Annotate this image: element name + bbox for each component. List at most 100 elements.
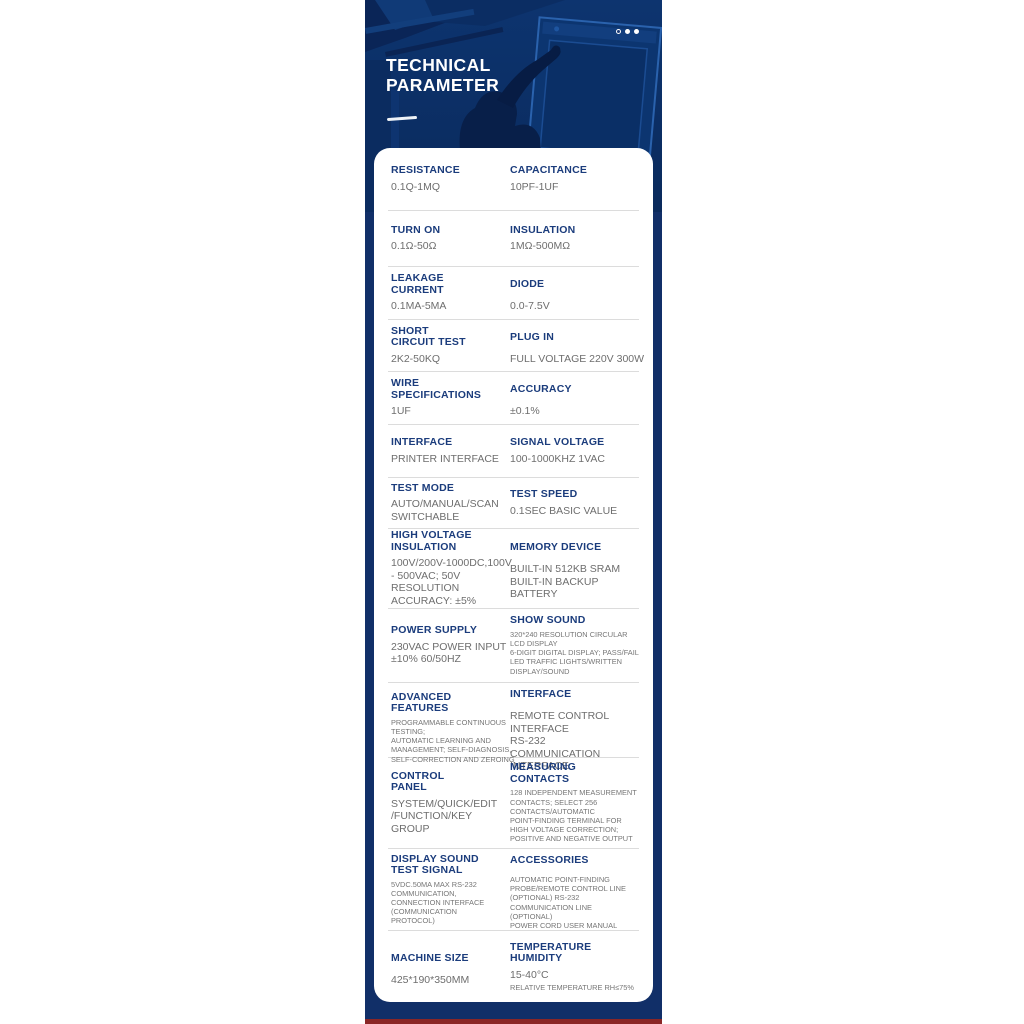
spec-value-line: CONTACTS; SELECT 256 [510,797,598,807]
spec-label-line: CONTACTS [510,772,570,785]
spec-value-line: COMMUNICATION, [391,888,457,898]
spec-value-line: ±10% 60/50HZ [391,653,461,666]
spec-label-line: LEAKAGE [391,272,444,285]
spec-label-line: SIGNAL VOLTAGE [510,436,605,448]
spec-value: PRINTER INTERFACE [391,453,510,466]
spec-label: SHORT CIRCUIT TEST [391,324,510,349]
spec-value-line: 425*190*350MM [391,974,470,987]
spec-cell-left: HIGH VOLTAGE INSULATION 100V/200V-1000DC,1… [391,529,512,607]
spec-label-line: SHORT [391,324,429,337]
spec-cell-left: CONTROL PANEL SYSTEM/QUICK/EDIT/FUNCTION/K… [391,769,510,836]
spec-value-line: AUTO/MANUAL/SCAN [391,498,499,511]
decorative-dots [616,29,639,34]
spec-value-line: 0.1SEC BASIC VALUE [510,504,618,517]
spec-value: 320*240 RESOLUTION CIRCULAR LCD DISPLAY 6-… [510,630,639,676]
spec-label-line: ACCURACY [510,383,572,395]
spec-value-line: AUTOMATIC LEARNING AND [391,736,491,746]
spec-label-line: INSULATION [391,540,457,553]
dot-icon [625,29,630,34]
spec-value-line: - 500VAC; 50V [391,569,461,582]
spec-label-line: SPECIFICATIONS [391,388,482,401]
spec-cell-right: DIODE 0.0-7.5V [510,273,639,313]
spec-label: ADVANCED FEATURES [391,691,510,715]
spec-value: 0.1Ω-50Ω [391,240,510,253]
spec-cell-left: INTERFACE PRINTER INTERFACE [391,436,510,466]
spec-cell-left: LEAKAGE CURRENT 0.1MA-5MA [391,273,510,313]
spec-value-line: (OPTIONAL) RS-232 [510,893,580,903]
spec-value-line: 15-40°C [510,968,549,981]
spec-value-line: 5VDC.50MA MAX RS-232 [391,879,477,889]
spec-cell-left: RESISTANCE 0.1Q-1MQ [391,164,510,194]
spec-row: TEST MODE AUTO/MANUAL/SCAN SWITCHABLE TEST … [388,478,639,529]
spec-value-line: SYSTEM/QUICK/EDIT [391,797,498,810]
spec-label: HIGH VOLTAGE INSULATION [391,529,510,553]
spec-label-line: CONTROL [391,769,445,782]
spec-value-line: 1MΩ-500MΩ [510,240,571,252]
spec-note: RELATIVE TEMPERATURE RH≤75% [510,983,634,993]
spec-cell-right: TEST SPEED 0.1SEC BASIC VALUE [510,488,639,518]
spec-label: SIGNAL VOLTAGE [510,436,639,449]
spec-label: INTERFACE [391,436,510,449]
spec-value-line: 0.1MA-5MA [391,300,447,313]
spec-value: 0.0-7.5V [510,300,639,313]
spec-value: FULL VOLTAGE 220V 300W [510,353,644,366]
spec-value: 128 INDEPENDENT MEASUREMENT CONTACTS; SEL… [510,788,639,843]
spec-cell-left: DISPLAY SOUND TEST SIGNAL 5VDC.50MA MAX RS… [391,852,510,926]
spec-label-line: TEST SPEED [510,488,578,500]
spec-value-line: HIGH VOLTAGE CORRECTION; [510,825,619,835]
spec-label-line: FEATURES [391,702,449,715]
spec-value: 0.1SEC BASIC VALUE [510,505,639,518]
spec-row: SHORT CIRCUIT TEST 2K2-50KQ PLUG IN FULL VOL… [388,320,644,372]
spec-value: ±0.1% [510,405,639,418]
spec-value-line: INTERFACE [510,760,569,772]
page-title: TECHNICAL PARAMETER [386,55,499,95]
spec-value-line: PROTOCOL) [391,916,435,926]
spec-label: RESISTANCE [391,164,510,177]
spec-value-line: ±0.1% [510,405,540,418]
spec-label-line: ACCESSORIES [510,853,589,866]
spec-label: TEST MODE [391,481,510,495]
spec-value-line: DISPLAY/SOUND [510,666,570,676]
spec-value-line: INTERFACE [510,722,569,735]
spec-value-line: TESTING; [391,726,426,736]
spec-value-line: PROGRAMMABLE CONTINUOUS [391,717,506,727]
spec-value-line: BUILT-IN 512KB SRAM [510,563,621,576]
spec-value: 0.1Q-1MQ [391,181,510,194]
spec-value-line: BATTERY [510,588,558,601]
spec-value-line: AUTOMATIC POINT-FINDING [510,875,610,884]
spec-value: 10PF-1UF [510,181,639,194]
spec-label-line: INSULATION [510,223,576,236]
spec-label: ACCURACY [510,378,639,401]
spec-label-line: TEST SIGNAL [391,864,463,877]
spec-label: INTERFACE [510,683,639,706]
spec-value: 5VDC.50MA MAX RS-232 COMMUNICATION, CONNEC… [391,880,510,926]
spec-value-line: 0.0-7.5V [510,300,550,313]
spec-cell-left: WIRE SPECIFICATIONS 1UF [391,378,510,418]
spec-label-line: INTERFACE [510,687,572,700]
spec-label: INSULATION [510,223,639,237]
dot-icon [634,29,639,34]
spec-label-line: HUMIDITY [510,952,563,965]
spec-value-line: 230VAC POWER INPUT [391,640,507,653]
spec-value-line: PROBE/REMOTE CONTROL LINE [510,884,626,894]
spec-sheet-column: TECHNICAL PARAMETER RESISTANCE 0.1Q-1MQ CA… [365,0,662,1024]
spec-label: DISPLAY SOUND TEST SIGNAL [391,852,510,877]
spec-value-line: FULL VOLTAGE 220V 300W [510,352,645,365]
spec-value-line: 10PF-1UF [510,180,559,193]
spec-cell-right: MEMORY DEVICE BUILT-IN 512KB SRAM BUILT-IN… [510,536,639,601]
spec-value-line: CONNECTION INTERFACE [391,898,485,907]
spec-value-line: 0.1Q-1MQ [391,180,441,193]
spec-card: RESISTANCE 0.1Q-1MQ CAPACITANCE 10PF-1UF TUR… [374,148,653,1002]
spec-label: SHOW SOUND [510,615,639,627]
spec-row: CONTROL PANEL SYSTEM/QUICK/EDIT/FUNCTION/K… [388,758,639,849]
spec-label-line: DISPLAY SOUND [391,852,479,865]
spec-value-line: 1UF [391,405,411,418]
page-title-line2: PARAMETER [386,75,500,95]
spec-label: DIODE [510,273,639,296]
spec-cell-right: INSULATION 1MΩ-500MΩ [510,223,639,253]
spec-label-line: TEST MODE [391,481,455,494]
spec-label: PLUG IN [510,326,644,349]
spec-row: ADVANCED FEATURES PROGRAMMABLE CONTINUOUS T… [388,683,639,772]
spec-value-line: LCD DISPLAY [510,638,558,648]
spec-label: TEMPERATURE HUMIDITY [510,941,639,965]
